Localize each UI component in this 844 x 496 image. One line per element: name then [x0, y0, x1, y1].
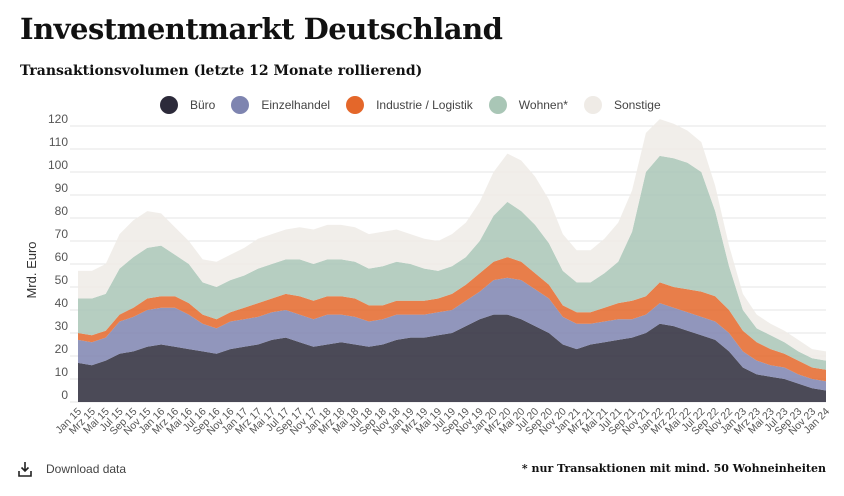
y-axis-ticks: 0 10 20 30 40 50 60 70 80 90 100 110 120	[48, 112, 68, 402]
legend-item: Büro	[160, 96, 215, 114]
y-tick-label: 90	[55, 181, 69, 195]
page-title: Investmentmarkt Deutschland	[20, 12, 503, 46]
legend-swatch	[583, 96, 602, 114]
area-series-path	[78, 155, 826, 370]
y-tick-label: 110	[49, 135, 68, 149]
legend-item: Sonstige	[583, 96, 661, 114]
y-tick-label: 60	[55, 250, 69, 264]
area-series-path	[78, 314, 826, 402]
y-tick-label: 20	[55, 342, 69, 356]
y-tick-label: 30	[55, 319, 69, 333]
legend-label: Industrie / Logistik	[376, 98, 473, 112]
y-tick-label: 40	[55, 296, 69, 310]
legend-label: Wohnen*	[518, 98, 568, 112]
legend-item: Industrie / Logistik	[346, 96, 473, 114]
area-series-path	[78, 119, 826, 361]
download-data-button[interactable]: Download data	[16, 460, 126, 478]
chart-legend: Büro Einzelhandel Industrie / Logistik Wohn…	[160, 96, 677, 114]
download-label: Download data	[46, 462, 127, 476]
legend-item: Einzelhandel	[231, 96, 330, 114]
y-tick-label: 80	[55, 204, 69, 218]
y-tick-label: 0	[61, 388, 68, 402]
legend-swatch	[231, 96, 250, 114]
area-series-path	[78, 277, 826, 391]
area-series	[78, 119, 826, 402]
y-tick-label: 50	[55, 273, 69, 287]
chart-subtitle: Transaktionsvolumen (letzte 12 Monate ro…	[20, 63, 423, 79]
download-icon	[18, 462, 32, 477]
legend-swatch	[488, 96, 507, 114]
y-tick-label: 10	[55, 365, 69, 379]
legend-label: Büro	[190, 98, 216, 112]
legend-item: Wohnen*	[488, 96, 568, 114]
area-series-path	[78, 257, 826, 382]
y-axis-label: Mrd. Euro	[24, 241, 39, 298]
legend-swatch	[346, 96, 365, 114]
legend-label: Einzelhandel	[261, 98, 331, 112]
legend-swatch	[160, 96, 178, 114]
y-tick-label: 100	[48, 158, 68, 172]
y-tick-label: 70	[55, 227, 69, 241]
y-tick-label: 120	[48, 112, 68, 126]
legend-label: Sonstige	[613, 98, 661, 112]
footnote: * nur Transaktionen mit mind. 50 Wohnein…	[521, 462, 826, 475]
